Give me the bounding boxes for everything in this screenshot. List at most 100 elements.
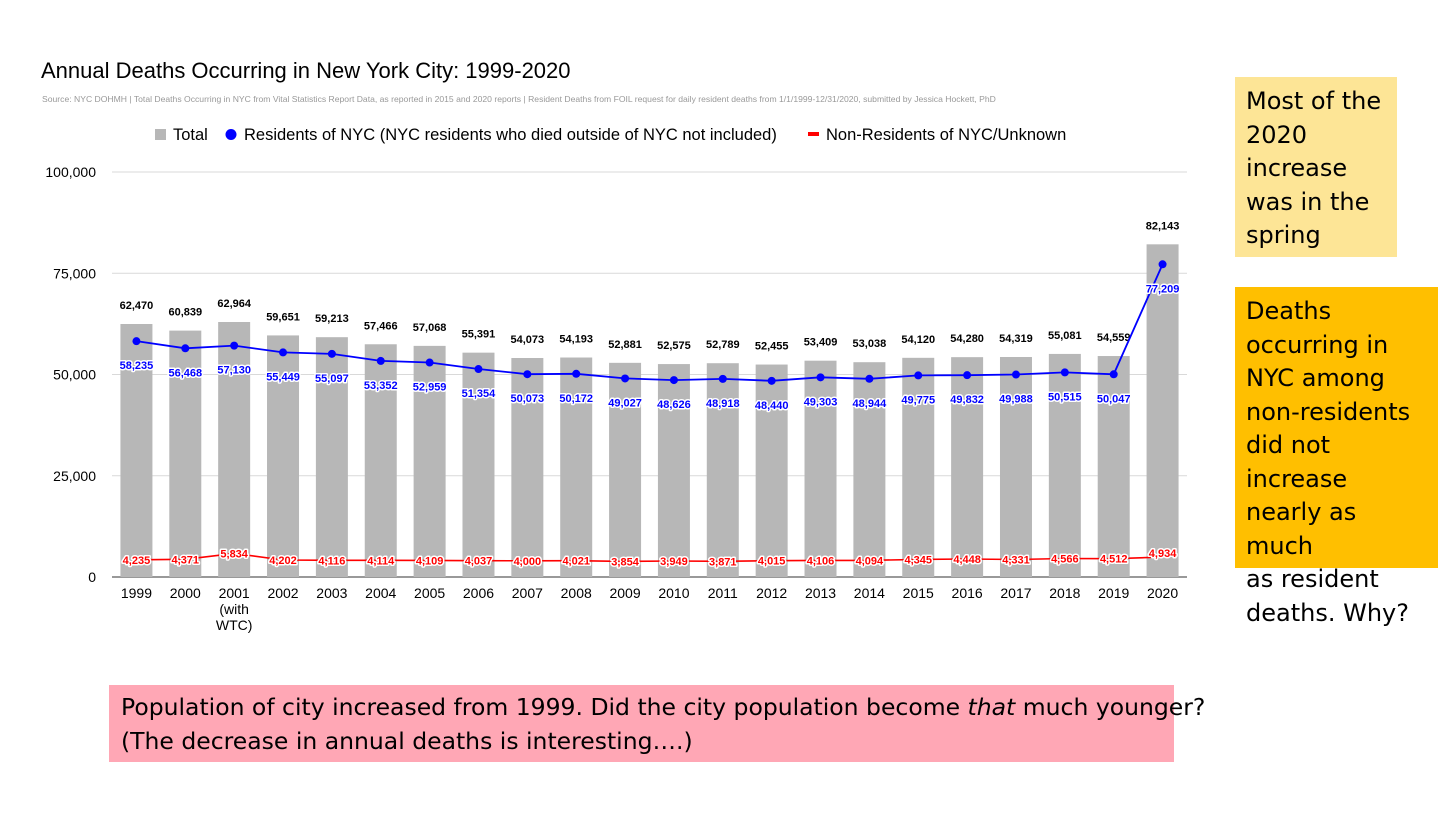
data-label-non-residents: 4,109 bbox=[416, 555, 444, 567]
data-label-non-residents: 3,949 bbox=[660, 556, 688, 568]
y-tick-label: 75,000 bbox=[53, 265, 96, 281]
callout-emphasis: that bbox=[967, 693, 1016, 721]
data-label-non-residents: 4,114 bbox=[367, 555, 395, 567]
data-label-residents: 51,354 bbox=[462, 388, 497, 400]
data-label-total: 54,319 bbox=[999, 333, 1033, 345]
callout-line: nearly as much bbox=[1246, 498, 1357, 560]
data-label-non-residents: 5,834 bbox=[220, 548, 248, 560]
data-label-total: 52,789 bbox=[706, 339, 740, 351]
data-label-residents: 48,626 bbox=[657, 399, 691, 411]
data-label-total: 53,038 bbox=[853, 338, 887, 350]
bar-total bbox=[413, 345, 446, 577]
bar-total bbox=[364, 344, 397, 577]
point-residents bbox=[523, 370, 532, 379]
data-label-non-residents: 4,235 bbox=[123, 555, 151, 567]
data-label-total: 52,881 bbox=[608, 339, 642, 351]
data-label-non-residents: 3,871 bbox=[709, 556, 737, 568]
point-residents bbox=[327, 349, 336, 358]
callout-line: 2020 bbox=[1246, 120, 1308, 149]
data-label-non-residents: 4,106 bbox=[807, 555, 835, 567]
bar-total bbox=[999, 357, 1032, 577]
x-tick-label: 2004 bbox=[365, 585, 396, 601]
bar-total bbox=[902, 357, 935, 577]
x-tick-label: 2019 bbox=[1098, 585, 1129, 601]
data-label-total: 54,073 bbox=[511, 334, 545, 346]
point-residents bbox=[1158, 260, 1167, 269]
legend-label: Non-Residents of NYC/Unknown bbox=[826, 126, 1066, 144]
x-tick-label: 2020 bbox=[1147, 585, 1178, 601]
chart-source-note: Source: NYC DOHMH | Total Deaths Occurri… bbox=[42, 94, 996, 104]
x-tick-label: 2014 bbox=[854, 585, 885, 601]
y-tick-label: 0 bbox=[88, 569, 96, 585]
point-residents bbox=[230, 341, 239, 350]
x-tick-label: 2010 bbox=[658, 585, 689, 601]
data-label-non-residents: 3,854 bbox=[611, 556, 639, 568]
data-label-residents: 49,303 bbox=[804, 396, 838, 408]
point-residents bbox=[816, 373, 825, 382]
data-label-residents: 49,027 bbox=[608, 397, 642, 409]
data-label-non-residents: 4,331 bbox=[1002, 554, 1030, 566]
legend-swatch-residents bbox=[225, 129, 237, 140]
x-tick-label: 2006 bbox=[463, 585, 494, 601]
y-tick-label: 25,000 bbox=[53, 468, 96, 484]
x-tick-label: 2018 bbox=[1049, 585, 1080, 601]
data-label-residents: 50,172 bbox=[559, 393, 593, 405]
y-tick-label: 50,000 bbox=[53, 367, 96, 383]
data-label-residents: 77,209 bbox=[1146, 283, 1180, 295]
point-residents bbox=[963, 371, 972, 380]
x-tick-label: 2016 bbox=[952, 585, 983, 601]
callout-line: as resident bbox=[1246, 565, 1379, 593]
point-residents bbox=[425, 358, 434, 367]
data-label-residents: 48,440 bbox=[755, 400, 789, 412]
x-tick-label: 2005 bbox=[414, 585, 445, 601]
data-label-residents: 53,352 bbox=[364, 380, 398, 392]
data-label-total: 53,409 bbox=[804, 337, 838, 349]
legend-label: Residents of NYC (NYC residents who died… bbox=[244, 126, 777, 144]
data-label-non-residents: 4,015 bbox=[758, 556, 786, 568]
point-residents bbox=[1109, 370, 1118, 379]
legend-label: Total bbox=[173, 126, 208, 144]
bar-total bbox=[609, 362, 642, 577]
point-residents bbox=[474, 365, 483, 374]
point-residents bbox=[718, 374, 727, 383]
y-tick-label: 100,000 bbox=[45, 164, 96, 180]
data-label-total: 57,466 bbox=[364, 320, 398, 332]
bar-total bbox=[853, 362, 886, 577]
bar-total bbox=[315, 337, 348, 577]
data-label-residents: 49,775 bbox=[901, 394, 935, 406]
data-label-total: 55,391 bbox=[462, 329, 496, 341]
bar-total bbox=[218, 321, 251, 577]
chart-title: Annual Deaths Occurring in New York City… bbox=[41, 58, 571, 83]
data-label-total: 52,575 bbox=[657, 340, 691, 352]
data-label-non-residents: 4,934 bbox=[1149, 548, 1177, 560]
callout-text: much younger? bbox=[1015, 693, 1206, 721]
callout-line: was in the bbox=[1246, 187, 1370, 216]
data-label-non-residents: 4,094 bbox=[856, 555, 884, 567]
data-label-total: 60,839 bbox=[168, 307, 202, 319]
data-label-residents: 49,988 bbox=[999, 394, 1033, 406]
bar-total bbox=[120, 323, 153, 577]
data-label-total: 52,455 bbox=[755, 341, 789, 353]
point-residents bbox=[767, 376, 776, 385]
data-label-total: 55,081 bbox=[1048, 330, 1082, 342]
point-residents bbox=[572, 369, 581, 378]
data-label-total: 59,651 bbox=[266, 311, 300, 323]
data-label-residents: 48,918 bbox=[706, 398, 740, 410]
x-tick-label: 2003 bbox=[316, 585, 347, 601]
x-tick-label: 2001 bbox=[219, 585, 250, 601]
line-residents bbox=[136, 263, 1164, 382]
callout-spring-increase: Most of the 2020 increase was in the spr… bbox=[1235, 77, 1397, 257]
data-label-total: 54,280 bbox=[950, 333, 984, 345]
data-label-residents: 55,449 bbox=[266, 371, 300, 383]
legend-swatch-total bbox=[155, 129, 166, 140]
point-residents bbox=[132, 337, 141, 346]
point-residents bbox=[1011, 370, 1020, 379]
data-label-non-residents: 4,037 bbox=[465, 556, 493, 568]
point-residents bbox=[279, 348, 288, 357]
point-residents bbox=[1060, 368, 1069, 377]
bar-total bbox=[951, 357, 984, 577]
bar-total bbox=[462, 352, 495, 577]
point-residents bbox=[669, 376, 678, 385]
point-residents bbox=[914, 371, 923, 380]
